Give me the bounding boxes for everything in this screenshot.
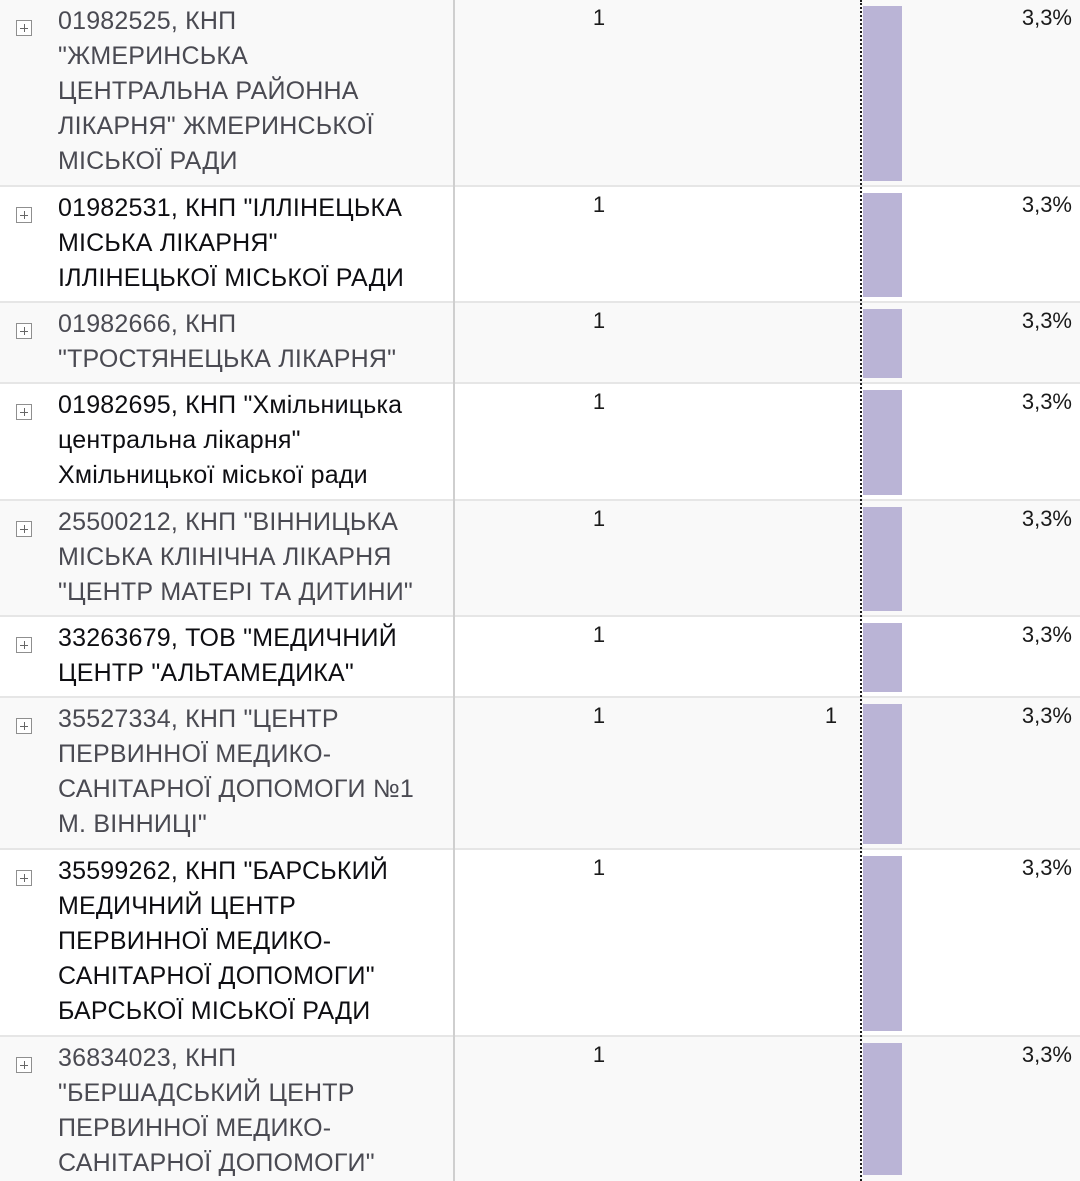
share-bar bbox=[863, 1043, 902, 1175]
percent-value: 3,3% bbox=[1021, 389, 1072, 414]
percent-value: 3,3% bbox=[1021, 5, 1072, 30]
expand-plus-icon[interactable] bbox=[16, 404, 32, 420]
percent-value: 3,3% bbox=[1021, 855, 1072, 880]
table-row[interactable]: 01982695, КНП "Хмільницька центральна лі… bbox=[0, 384, 1080, 501]
table-row[interactable]: 36834023, КНП "БЕРШАДСЬКИЙ ЦЕНТР ПЕРВИНН… bbox=[0, 1037, 1080, 1181]
row-label: 33263679, ТОВ "МЕДИЧНИЙ ЦЕНТР "АЛЬТАМЕДИ… bbox=[58, 624, 397, 687]
table-row[interactable]: 01982531, КНП "ІЛЛІНЕЦЬКА МІСЬКА ЛІКАРНЯ… bbox=[0, 187, 1080, 303]
percent-value: 3,3% bbox=[1021, 1042, 1072, 1067]
percent-value: 3,3% bbox=[1021, 192, 1072, 217]
percent-value: 3,3% bbox=[1021, 308, 1072, 333]
table-row[interactable]: 01982666, КНП "ТРОСТЯНЕЦЬКА ЛІКАРНЯ" 1 3,3… bbox=[0, 303, 1080, 384]
row-label: 01982525, КНП "ЖМЕРИНСЬКА ЦЕНТРАЛЬНА РАЙ… bbox=[58, 7, 374, 175]
share-bar bbox=[863, 6, 902, 181]
value-count: 1 bbox=[592, 389, 606, 414]
share-bar bbox=[863, 704, 902, 844]
expand-plus-icon[interactable] bbox=[16, 521, 32, 537]
percent-value: 3,3% bbox=[1021, 703, 1072, 728]
share-bar bbox=[863, 856, 902, 1031]
value-count: 1 bbox=[592, 506, 606, 531]
reference-line bbox=[860, 0, 862, 1181]
share-bar bbox=[863, 623, 902, 692]
column-divider bbox=[453, 0, 455, 1181]
row-label: 25500212, КНП "ВІННИЦЬКА МІСЬКА КЛІНІЧНА… bbox=[58, 508, 413, 606]
row-label: 01982666, КНП "ТРОСТЯНЕЦЬКА ЛІКАРНЯ" bbox=[58, 310, 397, 373]
row-label: 01982531, КНП "ІЛЛІНЕЦЬКА МІСЬКА ЛІКАРНЯ… bbox=[58, 194, 405, 292]
table-row[interactable]: 35599262, КНП "БАРСЬКИЙ МЕДИЧНИЙ ЦЕНТР П… bbox=[0, 850, 1080, 1037]
expand-plus-icon[interactable] bbox=[16, 207, 32, 223]
percent-value: 3,3% bbox=[1021, 506, 1072, 531]
expand-plus-icon[interactable] bbox=[16, 323, 32, 339]
value-count: 1 bbox=[592, 1042, 606, 1067]
expand-plus-icon[interactable] bbox=[16, 20, 32, 36]
expand-plus-icon[interactable] bbox=[16, 1057, 32, 1073]
share-bar bbox=[863, 309, 902, 378]
value-count: 1 bbox=[592, 855, 606, 880]
table-row[interactable]: 01982525, КНП "ЖМЕРИНСЬКА ЦЕНТРАЛЬНА РАЙ… bbox=[0, 0, 1080, 187]
table-row[interactable]: 25500212, КНП "ВІННИЦЬКА МІСЬКА КЛІНІЧНА… bbox=[0, 501, 1080, 617]
row-label: 01982695, КНП "Хмільницька центральна лі… bbox=[58, 391, 403, 489]
row-label: 35599262, КНП "БАРСЬКИЙ МЕДИЧНИЙ ЦЕНТР П… bbox=[58, 857, 389, 1025]
row-label: 36834023, КНП "БЕРШАДСЬКИЙ ЦЕНТР ПЕРВИНН… bbox=[58, 1044, 375, 1177]
row-label: 35527334, КНП "ЦЕНТР ПЕРВИННОЇ МЕДИКО- С… bbox=[58, 705, 414, 838]
value-count: 1 bbox=[592, 192, 606, 217]
value-secondary: 1 bbox=[824, 703, 838, 728]
value-count: 1 bbox=[592, 308, 606, 333]
value-count: 1 bbox=[592, 622, 606, 647]
value-count: 1 bbox=[592, 703, 606, 728]
table-row[interactable]: 33263679, ТОВ "МЕДИЧНИЙ ЦЕНТР "АЛЬТАМЕДИ… bbox=[0, 617, 1080, 698]
expand-plus-icon[interactable] bbox=[16, 870, 32, 886]
percent-value: 3,3% bbox=[1021, 622, 1072, 647]
share-bar bbox=[863, 193, 902, 297]
expand-plus-icon[interactable] bbox=[16, 718, 32, 734]
table-row[interactable]: 35527334, КНП "ЦЕНТР ПЕРВИННОЇ МЕДИКО- С… bbox=[0, 698, 1080, 850]
expand-plus-icon[interactable] bbox=[16, 637, 32, 653]
value-count: 1 bbox=[592, 5, 606, 30]
share-bar bbox=[863, 390, 902, 495]
share-bar bbox=[863, 507, 902, 611]
